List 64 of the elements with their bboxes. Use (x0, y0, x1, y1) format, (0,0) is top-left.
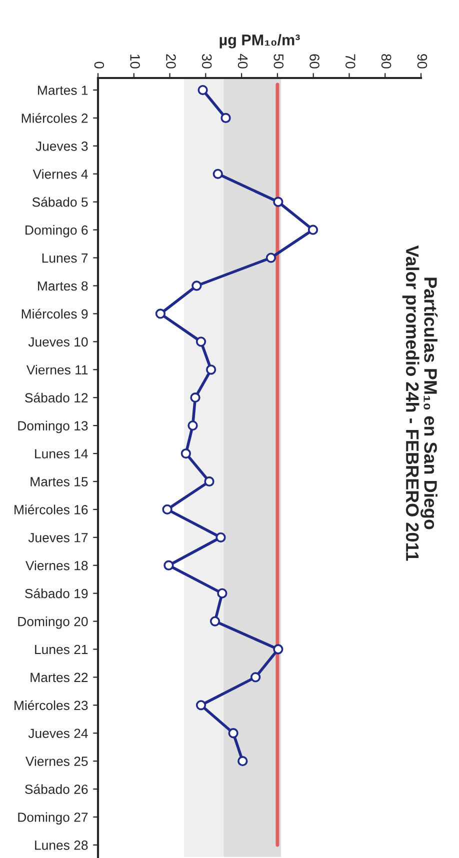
y-tick-label: Jueves 17 (28, 533, 88, 542)
y-tick-label: Viernes 25 (25, 756, 88, 766)
y-tick-label: Miércoles 16 (14, 504, 88, 514)
point (220, 112, 231, 124)
x-tick-label: 0 (94, 62, 104, 68)
x-tick-label: 20 (166, 54, 176, 68)
point (210, 616, 220, 626)
y-tick-label: Lunes 14 (35, 449, 88, 458)
y-tick-label: Martes 15 (30, 477, 88, 486)
point (212, 168, 223, 179)
x-tick-label: 40 (238, 54, 248, 68)
point (217, 588, 228, 598)
point (162, 504, 172, 515)
y-tick-label: Martes 22 (30, 672, 88, 682)
text: Partículas PM₁₀ en San Diego Valor promedio 24h - FEBRERO 2011 (402, 245, 438, 561)
y-tick-label: Viernes 18 (25, 560, 88, 570)
point (196, 336, 206, 347)
x-tick-label: 10 (130, 54, 140, 68)
y-tick-label: Lunes 7 (42, 253, 88, 263)
x-tick-label: 80 (381, 54, 392, 68)
point (206, 364, 216, 375)
point (192, 280, 202, 291)
y-tick-label: Domingo 20 (18, 616, 88, 629)
point (273, 196, 284, 207)
y-tick-label: Domingo 6 (26, 225, 88, 238)
y-tick-label: Sábado 12 (25, 392, 88, 403)
point (273, 644, 284, 654)
point (155, 308, 166, 319)
y-tick-label: Jueves 3 (36, 142, 88, 151)
point (250, 672, 261, 682)
y-tick-label: Viernes 4 (32, 169, 88, 179)
y-tick-label: Sábado 5 (32, 196, 88, 207)
y-tick-label: Miércoles 9 (22, 308, 88, 319)
y-tick-label: Martes 8 (38, 281, 88, 291)
x-tick-label: 60 (310, 54, 320, 68)
point (190, 392, 200, 403)
point (188, 420, 198, 431)
y-tick-label: Miércoles 23 (14, 700, 88, 710)
point (204, 476, 214, 487)
x-tick-label: 70 (345, 54, 356, 68)
point (308, 224, 318, 235)
point (196, 700, 206, 710)
y-tick-label: Sábado 19 (25, 588, 88, 598)
point (198, 84, 208, 96)
point (180, 448, 191, 459)
x-tick-label: 50 (274, 54, 284, 68)
y-tick-label: Jueves 10 (28, 337, 88, 347)
point (164, 560, 174, 570)
point (238, 756, 248, 766)
point (216, 532, 226, 542)
point (266, 252, 276, 263)
x-tick-label: 90 (417, 54, 428, 68)
y-tick-label: Miércoles 2 (22, 113, 88, 123)
y-tick-label: Jueves 24 (28, 728, 88, 738)
y-tick-label: Viernes 11 (26, 364, 88, 375)
y-tick-label: Domingo 27 (18, 812, 88, 825)
y-tick-label: Sábado 26 (25, 784, 88, 794)
x-axis-title: µg PM₁₀/m³ (220, 34, 300, 48)
point (228, 728, 238, 738)
y-tick-label: Lunes 21 (35, 644, 88, 654)
y-tick-label: Lunes 28 (35, 840, 88, 850)
y-tick-label: Domingo 13 (18, 420, 88, 434)
x-tick-label: 30 (202, 54, 212, 68)
y-tick-label: Martes 1 (38, 86, 88, 95)
